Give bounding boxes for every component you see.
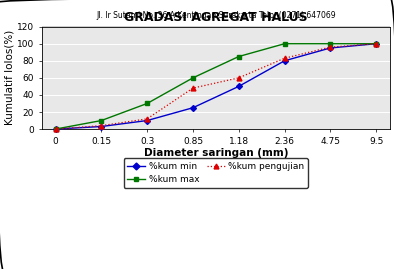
X-axis label: Diameter saringan (mm): Diameter saringan (mm)	[143, 148, 288, 158]
Title: GRADASI AGREGAT HALUS: GRADASI AGREGAT HALUS	[124, 11, 308, 24]
Y-axis label: Kumulatif lolos(%): Kumulatif lolos(%)	[4, 30, 14, 125]
Text: Jl. Ir Sutami No. 36 A Kentingan Surakarta Telp. (0271) 647069: Jl. Ir Sutami No. 36 A Kentingan Surakar…	[96, 11, 336, 20]
Legend: %kum min, %kum max, %kum pengujian: %kum min, %kum max, %kum pengujian	[124, 158, 308, 188]
